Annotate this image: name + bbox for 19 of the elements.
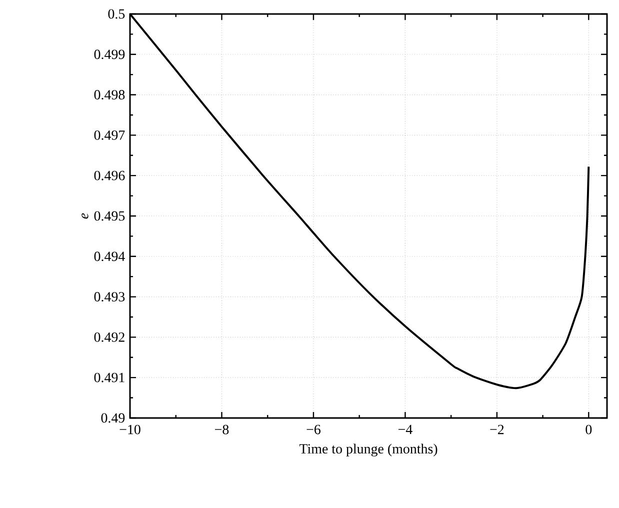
x-axis-title: Time to plunge (months) [299, 444, 438, 456]
x-tick-label: −2 [490, 424, 504, 434]
y-tick-label: 0.499 [94, 50, 125, 60]
x-tick-label: −4 [398, 424, 412, 434]
x-tick-label: −10 [120, 424, 140, 434]
y-tick-label: 0.5 [108, 9, 125, 19]
y-tick-label: 0.497 [94, 130, 125, 140]
y-tick-label: 0.494 [94, 252, 125, 262]
x-tick-label: −6 [306, 424, 320, 434]
y-tick-label: 0.496 [94, 170, 125, 180]
y-tick-label: 0.498 [94, 90, 125, 100]
x-tick-label: −8 [215, 424, 229, 434]
y-axis-title: e [82, 213, 88, 219]
y-tick-label: 0.493 [94, 292, 125, 302]
y-tick-label: 0.49 [101, 413, 125, 423]
y-tick-label: 0.495 [94, 211, 125, 221]
y-tick-label: 0.491 [94, 372, 124, 382]
x-tick-label: 0 [586, 424, 592, 434]
y-tick-label: 0.492 [94, 332, 124, 342]
